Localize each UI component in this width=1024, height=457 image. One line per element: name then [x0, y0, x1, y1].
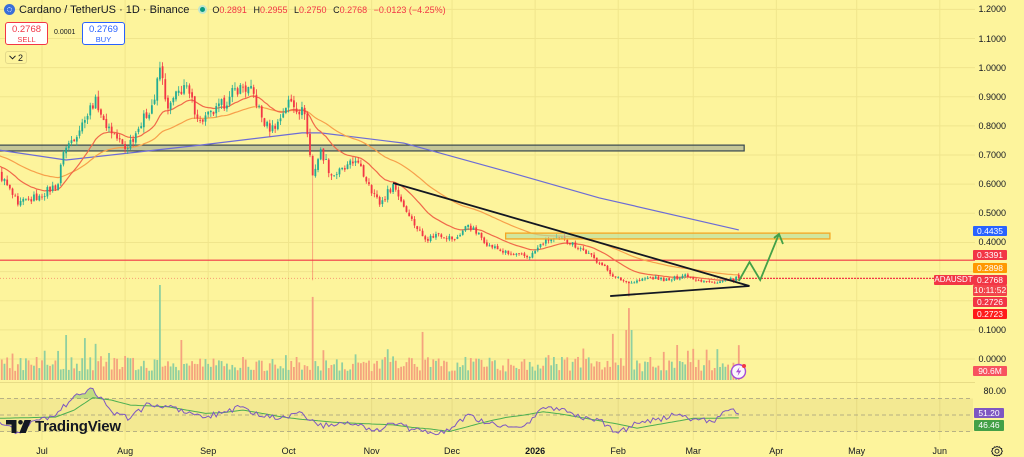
symbol-title[interactable]: Cardano / TetherUS · 1D · Binance — [19, 4, 189, 16]
time-axis-label: Mar — [685, 446, 701, 456]
moving-averages — [0, 96, 739, 280]
indicators-count: 2 — [18, 53, 23, 63]
spread-value: 0.0001 — [54, 29, 75, 36]
ohlc-values: O0.2891 H0.2955 L0.2750 C0.2768 −0.0123 … — [212, 5, 445, 15]
rsi-pane — [0, 383, 975, 435]
price-axis-tick: 0.9000 — [978, 92, 1006, 102]
low-value: 0.2750 — [299, 5, 327, 15]
gear-icon[interactable] — [991, 445, 1003, 457]
price-axis-tick: 1.2000 — [978, 4, 1006, 14]
close-value: 0.2768 — [340, 5, 368, 15]
time-axis-label: Dec — [444, 446, 460, 456]
price-axis-tick: 0.8000 — [978, 121, 1006, 131]
price-axis-tick: 0.5000 — [978, 208, 1006, 218]
change-value: −0.0123 (−4.25%) — [374, 5, 446, 15]
indicators-toggle-button[interactable]: 2 — [5, 51, 27, 64]
time-axis-label: May — [848, 446, 865, 456]
moving-average-price-label-3: 0.2723 — [973, 309, 1007, 320]
buy-label: BUY — [83, 35, 124, 44]
price-axis-tick: 0.0000 — [978, 354, 1006, 364]
cardano-logo-icon — [4, 4, 15, 15]
ma-fast-line — [0, 96, 739, 280]
open-value: 0.2891 — [219, 5, 247, 15]
moving-average-price-label-2: 0.2726 — [973, 297, 1007, 308]
time-axis-label: Aug — [117, 446, 133, 456]
buy-price: 0.2769 — [83, 24, 124, 35]
price-axis-tick: 1.0000 — [978, 63, 1006, 73]
price-axis-tick: 0.1000 — [978, 325, 1006, 335]
volume-bars — [0, 285, 740, 380]
bar-countdown-label: 10:11:52 — [973, 285, 1007, 296]
chart-header: Cardano / TetherUS · 1D · Binance O0.289… — [4, 2, 446, 17]
ascending-trendline[interactable] — [610, 286, 749, 296]
sell-label: SELL — [6, 35, 47, 44]
time-axis-label: Oct — [282, 446, 296, 456]
rsi-ma-value-label: 46.46 — [974, 420, 1004, 432]
market-open-dot-icon — [198, 5, 207, 14]
tradingview-wordmark: TradingView — [35, 418, 121, 435]
time-axis-label: Jun — [933, 446, 948, 456]
symbol-tag: ADAUSDT — [934, 275, 973, 286]
price-axis-tick: 0.4000 — [978, 237, 1006, 247]
price-axis-tick: 0.7000 — [978, 150, 1006, 160]
time-axis-label: Sep — [200, 446, 216, 456]
time-axis-label: Feb — [610, 446, 626, 456]
moving-average-price-label: 0.2898 — [973, 263, 1007, 274]
last-price-label: 0.2768 — [973, 275, 1007, 286]
rsi-value-label: 51.20 — [974, 408, 1004, 419]
time-axis-label: Apr — [769, 446, 783, 456]
time-axis-label: Nov — [364, 446, 380, 456]
price-axis-tick: 0.6000 — [978, 179, 1006, 189]
projection-arrow[interactable] — [739, 234, 779, 281]
time-axis-label: Jul — [36, 446, 48, 456]
alert-price-label: 0.4435 — [973, 226, 1007, 237]
volume-value-label: 90.6M — [973, 366, 1007, 377]
tradingview-logo-icon — [6, 420, 32, 433]
buy-button[interactable]: 0.2769 BUY — [82, 22, 125, 45]
lightning-icon[interactable] — [730, 362, 748, 380]
sell-button[interactable]: 0.2768 SELL — [5, 22, 48, 45]
chevron-down-icon — [9, 55, 16, 60]
rsi-level-label: 80.00 — [983, 386, 1006, 396]
time-axis-label: 2026 — [525, 446, 545, 456]
tradingview-logo[interactable]: TradingView — [6, 418, 121, 435]
chart-drawings — [0, 145, 975, 278]
high-value: 0.2955 — [260, 5, 288, 15]
price-axis-tick: 1.1000 — [978, 34, 1006, 44]
sell-price: 0.2768 — [6, 24, 47, 35]
horizontal-line-price-label: 0.3391 — [973, 250, 1007, 261]
